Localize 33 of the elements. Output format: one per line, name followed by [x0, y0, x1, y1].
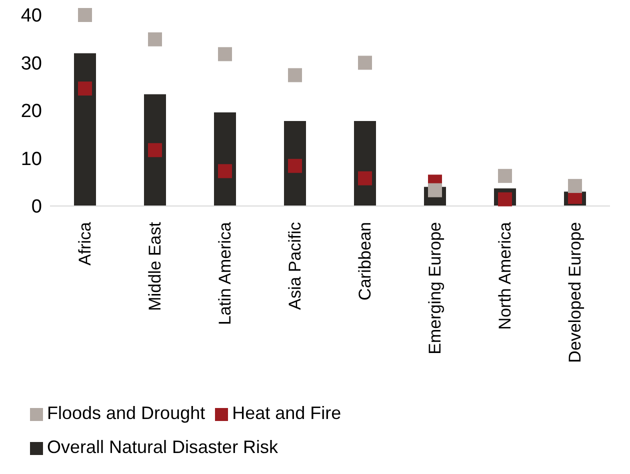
bar: [144, 94, 166, 206]
point: [218, 164, 232, 178]
x-tick-label: Caribbean: [356, 222, 374, 300]
bar: [74, 53, 96, 206]
point: [78, 82, 92, 96]
y-tick-label: 10: [20, 148, 42, 170]
x-tick-label: Middle East: [146, 222, 164, 311]
point: [148, 32, 162, 46]
bar: [214, 112, 236, 206]
legend-label: Floods and Drought: [47, 403, 206, 423]
point: [498, 168, 512, 183]
point: [358, 56, 372, 70]
y-tick-label: 20: [20, 101, 42, 122]
y-tick-label: 30: [20, 53, 42, 74]
point: [288, 68, 302, 82]
x-tick-label: Africa: [76, 221, 94, 266]
point: [78, 8, 92, 22]
x-tick-label: Emerging Europe: [426, 222, 444, 354]
point: [358, 171, 372, 186]
bar: [284, 121, 306, 206]
bar: [354, 121, 376, 206]
x-tick-label: Latin America: [216, 221, 234, 325]
x-tick-label: Asia Pacific: [286, 222, 304, 310]
y-tick-label: 0: [31, 196, 42, 218]
legend-label: Heat and Fire: [232, 403, 342, 423]
point: [288, 158, 302, 173]
point: [218, 47, 232, 62]
point: [148, 143, 162, 158]
point: [568, 178, 582, 193]
legend-label: Overall Natural Disaster Risk: [47, 437, 278, 457]
y-tick-label: 40: [20, 6, 42, 27]
x-tick-label: Developed Europe: [566, 222, 584, 363]
x-tick-label: North America: [496, 221, 514, 330]
